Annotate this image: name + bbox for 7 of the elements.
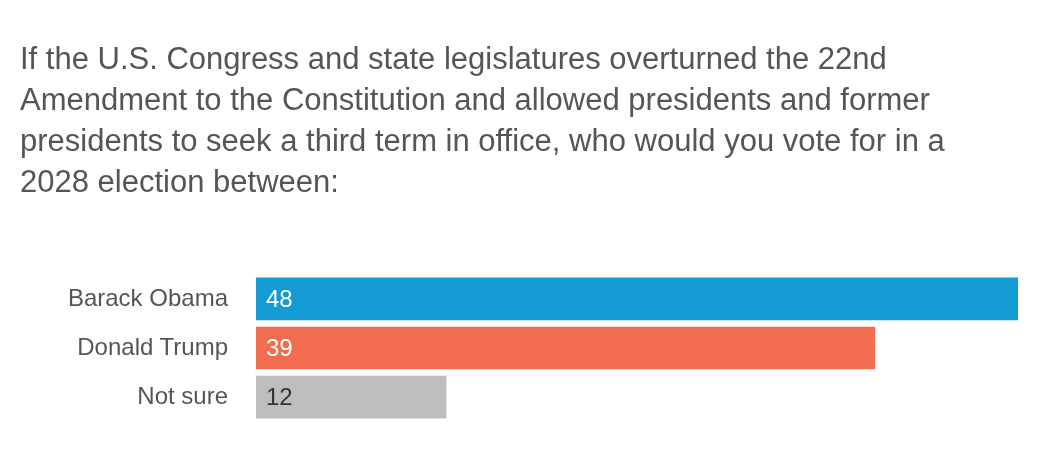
y-tick-label: Donald Trump (77, 332, 228, 360)
data-label: 48 (266, 284, 293, 312)
y-tick-label: Barack Obama (67, 283, 229, 311)
data-label: 12 (266, 382, 293, 410)
data-label: 39 (266, 333, 293, 361)
y-tick-label: Not sure (137, 381, 228, 409)
chart-title: If the U.S. Congress and state legislatures overturned the 22nd Amendment to the Constitution and allowed presidents and former presidents to seek a third term in office, who would you vote for in a 2028 election between: (20, 40, 946, 201)
